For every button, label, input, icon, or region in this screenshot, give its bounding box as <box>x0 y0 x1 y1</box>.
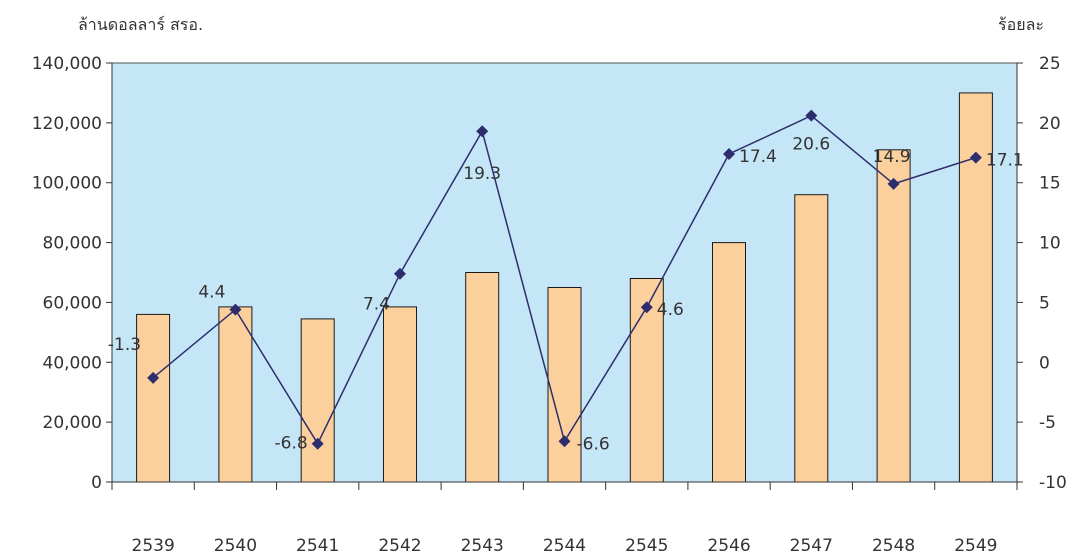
y-axis-right-title: ร้อยละ <box>998 15 1044 34</box>
bar <box>465 272 500 483</box>
x-tick-label: 2542 <box>378 536 421 554</box>
y-tick-label-left: 120,000 <box>32 114 102 134</box>
y-tick-label-right: 15 <box>1039 174 1061 194</box>
y-tick-label-right: 25 <box>1039 54 1061 74</box>
y-tick-label-right: 5 <box>1039 293 1050 313</box>
data-label: 17.4 <box>739 147 777 167</box>
y-tick-label-left: 80,000 <box>43 234 102 254</box>
y-tick-label-left: 0 <box>91 473 102 493</box>
x-tick-label: 2546 <box>707 536 750 554</box>
y-tick-label-left: 40,000 <box>43 353 102 373</box>
x-tick-label: 2547 <box>790 536 833 554</box>
line-marker <box>887 177 900 190</box>
line-marker <box>311 437 324 450</box>
line-marker <box>723 147 736 160</box>
y-axis-left-title: ล้านดอลลาร์ สรอ. <box>78 15 203 34</box>
x-tick-label: 2541 <box>296 536 339 554</box>
x-tick-label: 2539 <box>132 536 175 554</box>
x-tick-label: 2544 <box>543 536 586 554</box>
y-tick-label-left: 20,000 <box>43 413 102 433</box>
x-tick-label: 2545 <box>625 536 668 554</box>
y-tick-label-left: 60,000 <box>43 293 102 313</box>
bar <box>876 149 911 483</box>
data-label: 19.3 <box>463 164 501 184</box>
data-label: 20.6 <box>792 135 830 155</box>
y-tick-label-left: 140,000 <box>32 54 102 74</box>
bar <box>218 306 253 483</box>
data-label: 4.4 <box>198 283 225 303</box>
data-label: 14.9 <box>873 147 911 167</box>
line-marker <box>640 301 653 314</box>
line-marker <box>147 371 160 384</box>
x-tick-label: 2549 <box>954 536 997 554</box>
data-label: 7.4 <box>363 295 390 315</box>
line-marker <box>476 125 489 138</box>
line-marker <box>805 109 818 122</box>
bar <box>300 318 335 483</box>
y-tick-label-right: 20 <box>1039 114 1061 134</box>
y-tick-label-right: -10 <box>1039 473 1067 493</box>
y-tick-label-left: 100,000 <box>32 174 102 194</box>
bar <box>712 242 746 483</box>
data-label: -6.6 <box>577 434 610 454</box>
y-tick-label-right: 0 <box>1039 353 1050 373</box>
data-label: 17.1 <box>986 151 1024 171</box>
bar <box>136 313 171 483</box>
data-label: -1.3 <box>108 335 141 355</box>
line-marker <box>393 267 406 280</box>
line-marker <box>969 151 982 164</box>
bar <box>794 194 829 483</box>
labels: -1.3 4.4 -6.8 7.4 19.3 -6.6 4.6 17.4 20.6 14.9 17.… <box>108 135 1024 455</box>
data-label: 4.6 <box>657 300 684 320</box>
bar <box>383 306 417 483</box>
line-marker <box>558 435 571 448</box>
line-series <box>147 109 982 450</box>
x-tick-label: 2543 <box>461 536 504 554</box>
y-tick-label-right: 10 <box>1039 234 1061 254</box>
x-tick-label: 2540 <box>214 536 257 554</box>
x-tick-label: 2548 <box>872 536 915 554</box>
axes: 0 20,000 40,000 60,000 80,000 100,000 120,000 1… <box>32 54 1067 554</box>
y-tick-label-right: -5 <box>1039 413 1056 433</box>
line-marker <box>229 303 242 316</box>
bar-series <box>136 92 993 483</box>
data-label: -6.8 <box>275 434 308 454</box>
